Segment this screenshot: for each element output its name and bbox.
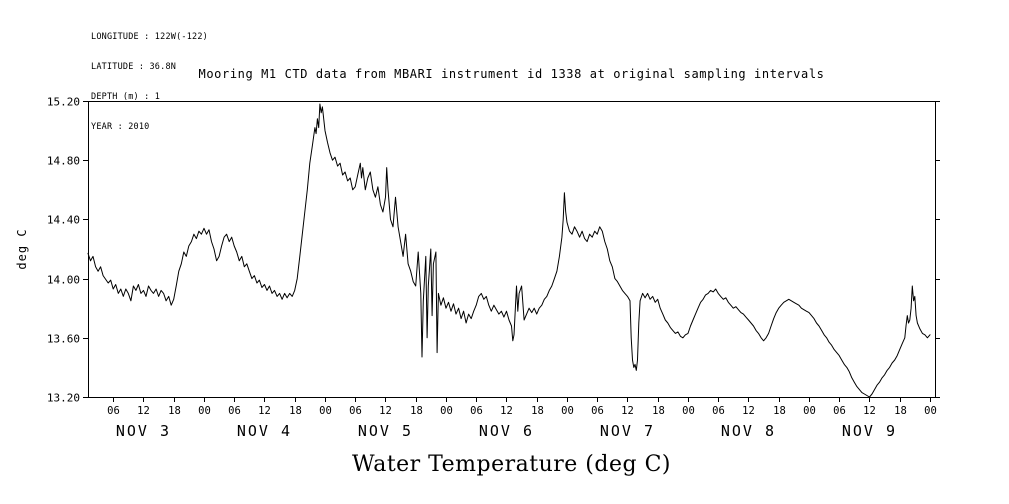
x-tick-label: 06 — [833, 405, 846, 417]
day-label: NOV 6 — [479, 422, 534, 440]
day-label: NOV 5 — [358, 422, 413, 440]
x-tick-label: 00 — [924, 405, 937, 417]
x-tick-label: 06 — [591, 405, 604, 417]
x-tick-label: 18 — [531, 405, 544, 417]
x-tick-label: 00 — [319, 405, 332, 417]
x-tick-label: 12 — [137, 405, 150, 417]
x-tick-label: 18 — [894, 405, 907, 417]
x-axis-title: Water Temperature (deg C) — [352, 452, 671, 477]
x-tick-label: 12 — [500, 405, 513, 417]
x-tick-label: 06 — [470, 405, 483, 417]
x-tick-label: 00 — [682, 405, 695, 417]
x-tick-label: 18 — [289, 405, 302, 417]
x-tick-label: 06 — [107, 405, 120, 417]
x-tick-label: 12 — [742, 405, 755, 417]
y-tick-label: 13.60 — [47, 333, 80, 346]
plot-frame — [88, 101, 936, 398]
x-tick-label: 18 — [773, 405, 786, 417]
day-label: NOV 3 — [116, 422, 171, 440]
day-label: NOV 4 — [237, 422, 292, 440]
x-tick-label: 18 — [168, 405, 181, 417]
temperature-series-line — [87, 103, 931, 398]
y-tick-label: 14.40 — [47, 214, 80, 227]
day-label: NOV 9 — [842, 422, 897, 440]
y-tick-label: 14.00 — [47, 274, 80, 287]
x-tick-label: 12 — [379, 405, 392, 417]
meta-depth: DEPTH (m) : 1 — [91, 92, 161, 102]
x-tick-label: 12 — [258, 405, 271, 417]
x-tick-label: 00 — [440, 405, 453, 417]
x-tick-label: 18 — [652, 405, 665, 417]
day-label: NOV 7 — [600, 422, 655, 440]
day-label: NOV 8 — [721, 422, 776, 440]
x-tick-label: 12 — [863, 405, 876, 417]
x-tick-label: 00 — [803, 405, 816, 417]
meta-year: YEAR : 2010 — [91, 122, 150, 132]
chart-title: Mooring M1 CTD data from MBARI instrumen… — [198, 67, 825, 81]
y-tick-label: 14.80 — [47, 155, 80, 168]
x-tick-label: 18 — [410, 405, 423, 417]
x-tick-label: 06 — [349, 405, 362, 417]
meta-latitude: LATITUDE : 36.8N — [91, 62, 177, 72]
x-tick-label: 00 — [198, 405, 211, 417]
station-metadata: LONGITUDE : 122W(-122) LATITUDE : 36.8N … — [91, 12, 208, 152]
y-tick-label: 15.20 — [47, 96, 80, 109]
y-tick-label: 13.20 — [47, 392, 80, 405]
meta-longitude: LONGITUDE : 122W(-122) — [91, 32, 208, 42]
x-tick-label: 06 — [228, 405, 241, 417]
x-tick-label: 06 — [712, 405, 725, 417]
x-tick-label: 12 — [621, 405, 634, 417]
x-tick-label: 00 — [561, 405, 574, 417]
